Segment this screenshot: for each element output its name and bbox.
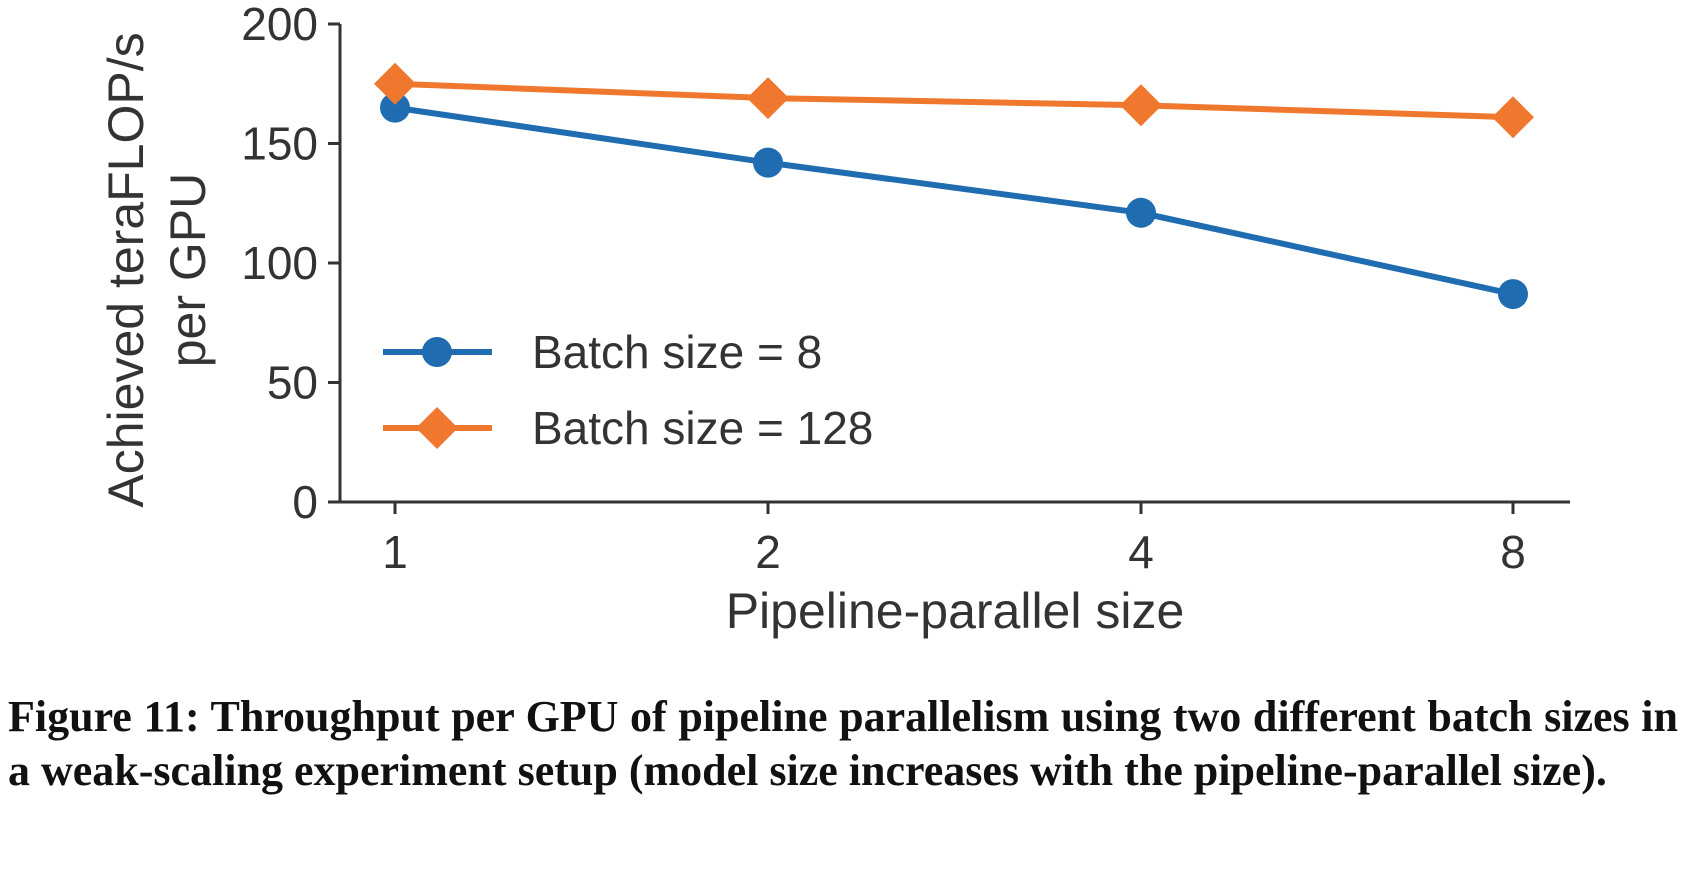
legend-label: Batch size = 8 [532,326,822,378]
x-axis-ticks: 1 2 4 8 [382,502,1526,578]
y-tick-label: 100 [241,237,318,289]
data-point [747,77,789,120]
series-2 [374,62,1534,139]
data-point [1492,96,1534,139]
data-point [374,62,416,105]
axes [338,24,1570,504]
y-tick-label: 150 [241,118,318,170]
series-line [394,80,1514,121]
series-layer [374,62,1534,310]
x-axis-label: Pipeline-parallel size [726,583,1185,639]
x-tick-label: 1 [382,526,408,578]
legend-marker [416,407,458,449]
y-axis-label-line-1: Achieved teraFLOP/s [98,32,154,507]
legend: Batch size = 8 Batch size = 128 [383,326,873,454]
figure-caption: Figure 11: Throughput per GPU of pipelin… [8,692,1678,795]
y-tick-label: 200 [241,0,318,50]
y-axis-ticks: 0 50 100 150 200 [241,0,340,528]
y-tick-label: 0 [292,476,318,528]
x-tick-label: 8 [1500,526,1526,578]
data-point [1498,279,1528,310]
y-tick-label: 50 [267,357,318,409]
data-point [1126,197,1156,228]
data-point [380,92,410,123]
legend-marker [422,337,452,367]
legend-label: Batch size = 128 [532,402,873,454]
line-chart: 0 50 100 150 200 1 2 4 8 Achieved teraFLOP/s pe… [98,0,1570,639]
series-1 [380,92,1528,310]
data-point [1120,84,1162,127]
legend-entry: Batch size = 8 [383,326,822,378]
y-axis-label-line-2: per GPU [160,173,216,368]
data-point [753,147,783,178]
series-line [394,104,1514,298]
x-tick-label: 2 [755,526,781,578]
x-tick-label: 4 [1128,526,1154,578]
legend-entry: Batch size = 128 [383,402,873,454]
